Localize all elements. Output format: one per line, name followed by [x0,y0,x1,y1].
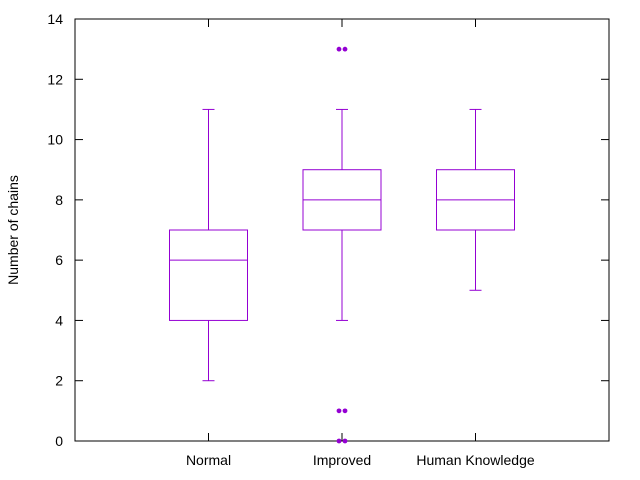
y-tick-label: 0 [55,433,63,449]
y-axis: 0 2 4 6 8 10 12 14 [47,11,609,449]
y-tick-label: 8 [55,192,63,208]
outlier-point [336,408,342,414]
y-axis-label: Number of chains [5,175,21,285]
box-normal [169,108,248,382]
box-improved [302,46,382,444]
y-tick-label: 14 [47,11,63,27]
outlier-point [336,438,342,444]
outlier-point [342,46,348,52]
y-tick-label: 10 [47,132,63,148]
outlier-point [342,408,348,414]
outlier-point [342,438,348,444]
y-tick-label: 2 [55,373,63,389]
box-human-knowledge [436,108,515,291]
y-tick-label: 12 [47,71,63,87]
outlier-point [336,46,342,52]
y-tick-label: 4 [55,312,63,328]
x-tick-label: Human Knowledge [416,452,535,468]
y-tick-label: 6 [55,252,63,268]
interquartile-box [169,229,248,321]
x-tick-label: Improved [313,452,371,468]
x-tick-label: Normal [186,452,231,468]
box-series [169,46,515,444]
x-axis: Normal Improved Human Knowledge [186,19,535,468]
